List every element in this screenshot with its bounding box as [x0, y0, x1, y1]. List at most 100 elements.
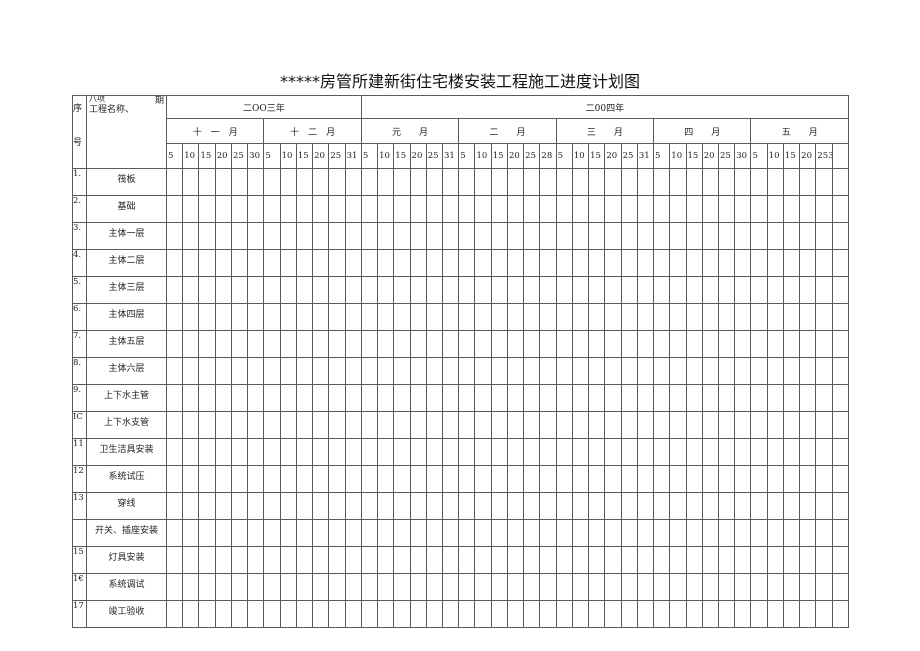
schedule-cell: [506, 546, 525, 574]
schedule-cell: [831, 438, 849, 466]
schedule-cell: [214, 249, 232, 277]
schedule-cell: [279, 195, 297, 223]
schedule-cell: [734, 168, 752, 196]
day-header: 5: [458, 143, 476, 169]
schedule-cell: [815, 168, 833, 196]
schedule-cell: [279, 330, 297, 358]
schedule-cell: [555, 546, 573, 574]
schedule-cell: [409, 600, 427, 628]
schedule-cell: [198, 303, 216, 331]
schedule-cell: [474, 168, 492, 196]
schedule-cell: [230, 249, 249, 277]
seq-header: 序号: [72, 95, 87, 169]
schedule-cell: [717, 168, 736, 196]
schedule-cell: [717, 195, 736, 223]
schedule-cell: [425, 276, 444, 304]
schedule-cell: [506, 600, 525, 628]
schedule-cell: [653, 195, 671, 223]
schedule-cell: [198, 222, 216, 250]
schedule-cell: [523, 222, 541, 250]
schedule-cell: [312, 384, 330, 412]
row-task-name: 上下水支管: [86, 411, 167, 439]
schedule-cell: [636, 303, 655, 331]
schedule-cell: [425, 330, 444, 358]
row-seq: 6.: [72, 303, 87, 331]
schedule-cell: [604, 600, 622, 628]
table-row: 12 系统试压: [72, 465, 849, 493]
schedule-cell: [734, 411, 752, 439]
schedule-cell: [263, 195, 281, 223]
day-header: 25: [523, 143, 541, 169]
schedule-cell: [312, 330, 330, 358]
schedule-cell: [263, 249, 281, 277]
schedule-cell: [555, 519, 573, 547]
schedule-cell: [669, 573, 687, 601]
schedule-cell: [182, 330, 200, 358]
schedule-cell: [474, 303, 492, 331]
schedule-cell: [636, 438, 655, 466]
schedule-cell: [636, 573, 655, 601]
schedule-cell: [571, 330, 590, 358]
schedule-cell: [165, 330, 184, 358]
schedule-cell: [766, 465, 784, 493]
schedule-cell: [506, 384, 525, 412]
schedule-cell: [588, 330, 606, 358]
schedule-cell: [230, 384, 249, 412]
schedule-cell: [393, 168, 411, 196]
year-header: 二00四年: [360, 95, 849, 119]
schedule-cell: [701, 465, 719, 493]
schedule-cell: [620, 357, 638, 385]
schedule-cell: [815, 222, 833, 250]
schedule-cell: [328, 357, 346, 385]
schedule-cell: [425, 492, 444, 520]
schedule-cell: [474, 330, 492, 358]
day-header: 31: [636, 143, 655, 169]
schedule-cell: [279, 303, 297, 331]
schedule-cell: [425, 438, 444, 466]
schedule-cell: [506, 573, 525, 601]
schedule-cell: [539, 249, 557, 277]
schedule-cell: [279, 168, 297, 196]
schedule-cell: [182, 438, 200, 466]
table-row: 15 灯具安装: [72, 546, 849, 574]
schedule-cell: [182, 492, 200, 520]
schedule-cell: [782, 519, 801, 547]
schedule-cell: [653, 465, 671, 493]
schedule-cell: [653, 492, 671, 520]
row-task-name: 主体一层: [86, 222, 167, 250]
schedule-cell: [701, 195, 719, 223]
schedule-cell: [441, 222, 460, 250]
schedule-cell: [669, 357, 687, 385]
schedule-cell: [165, 276, 184, 304]
schedule-cell: [717, 492, 736, 520]
schedule-cell: [766, 384, 784, 412]
row-task-name: 上下水主管: [86, 384, 167, 412]
schedule-cell: [685, 600, 703, 628]
schedule-cell: [588, 222, 606, 250]
schedule-cell: [409, 492, 427, 520]
schedule-cell: [344, 492, 362, 520]
schedule-cell: [377, 249, 395, 277]
schedule-cell: [701, 168, 719, 196]
schedule-cell: [604, 519, 622, 547]
row-task-name: 主体六层: [86, 357, 167, 385]
schedule-cell: [539, 357, 557, 385]
day-header: 20: [312, 143, 330, 169]
schedule-cell: [474, 222, 492, 250]
schedule-cell: [506, 330, 525, 358]
schedule-cell: [344, 411, 362, 439]
row-task-name: 灯具安装: [86, 546, 167, 574]
year-header-row: 序号八项期工程名称、 二OO三年 二00四年: [72, 95, 849, 169]
schedule-cell: [328, 465, 346, 493]
schedule-cell: [214, 222, 232, 250]
schedule-cell: [506, 303, 525, 331]
schedule-cell: [247, 249, 265, 277]
day-header: [831, 143, 849, 169]
schedule-cell: [523, 411, 541, 439]
schedule-cell: [782, 168, 801, 196]
schedule-cell: [344, 357, 362, 385]
schedule-cell: [425, 519, 444, 547]
schedule-cell: [653, 276, 671, 304]
row-seq: 15: [72, 546, 87, 574]
schedule-cell: [360, 222, 379, 250]
